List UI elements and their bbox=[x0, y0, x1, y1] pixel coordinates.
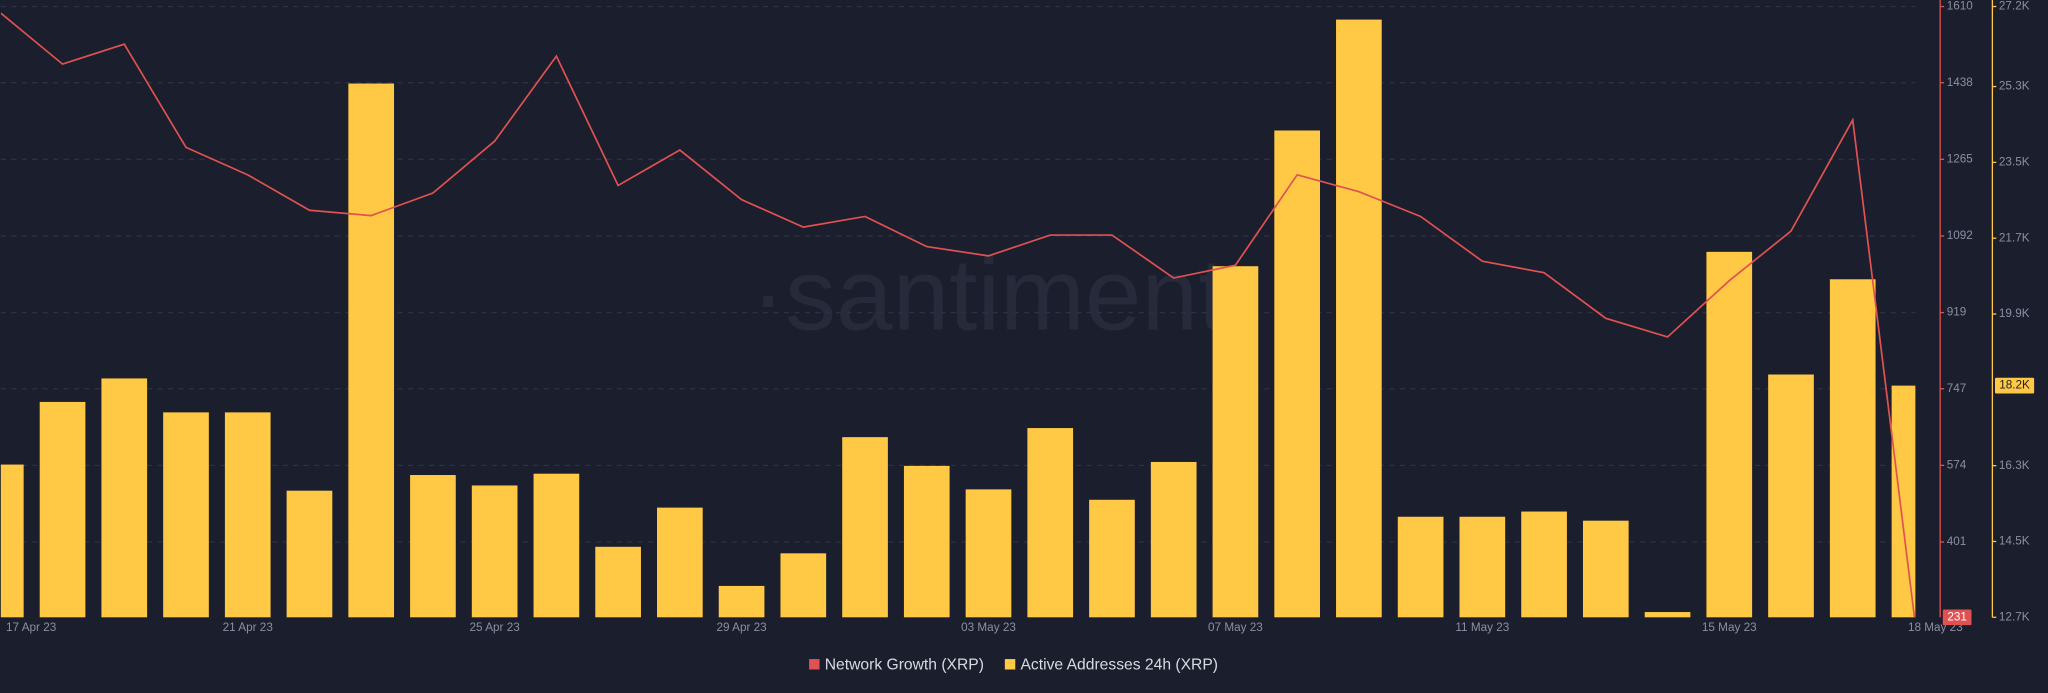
bar bbox=[1397, 516, 1444, 618]
legend-label: Network Growth (XRP) bbox=[825, 657, 984, 674]
bar bbox=[533, 473, 580, 618]
x-tick-label: 17 Apr 23 bbox=[6, 621, 57, 634]
y2-tick-label: 21.7K bbox=[1999, 231, 2030, 244]
x-tick-label: 25 Apr 23 bbox=[470, 621, 521, 634]
watermark: ·santiment· bbox=[751, 238, 1260, 352]
bar bbox=[1274, 130, 1320, 618]
y2-tick-label: 23.5K bbox=[1999, 155, 2030, 168]
bar bbox=[1089, 499, 1135, 618]
bar bbox=[718, 585, 765, 618]
bar bbox=[1521, 511, 1567, 618]
bar bbox=[1027, 428, 1074, 618]
bar bbox=[39, 401, 86, 618]
bar bbox=[1212, 266, 1259, 618]
value-badge bbox=[1942, 609, 1972, 626]
legend-swatch bbox=[1004, 659, 1016, 670]
legend-label: Active Addresses 24h (XRP) bbox=[1020, 657, 1218, 674]
bar bbox=[1150, 461, 1197, 618]
bar bbox=[1829, 279, 1876, 618]
y-tick-label: 1610 bbox=[1947, 0, 1974, 13]
y2-tick-label: 16.3K bbox=[1999, 459, 2030, 472]
bar bbox=[1459, 516, 1506, 618]
bar bbox=[0, 464, 24, 618]
y2-tick-label: 19.9K bbox=[1999, 307, 2030, 320]
bar bbox=[1891, 385, 1916, 618]
line bbox=[0, 12, 1916, 618]
y2-tick-label: 12.7K bbox=[1999, 610, 2030, 623]
value-badge bbox=[1994, 377, 2035, 394]
bar bbox=[780, 553, 827, 618]
y2-tick-label: 25.3K bbox=[1999, 80, 2030, 93]
y-tick-label: 401 bbox=[1947, 535, 1967, 548]
y-tick-label: 1092 bbox=[1947, 229, 1973, 242]
y-tick-label: 1438 bbox=[1947, 76, 1974, 89]
value-label: 18.2K bbox=[1999, 379, 2030, 392]
bar bbox=[224, 412, 271, 618]
bar bbox=[657, 507, 703, 618]
bar bbox=[842, 437, 888, 618]
bar bbox=[410, 475, 456, 618]
bar bbox=[1644, 612, 1691, 618]
y-tick-label: 919 bbox=[1947, 306, 1967, 319]
x-tick-label: 03 May 23 bbox=[961, 621, 1016, 634]
bar bbox=[101, 378, 148, 618]
bar bbox=[595, 546, 641, 618]
bar bbox=[1768, 374, 1814, 618]
x-tick-label: 11 May 23 bbox=[1455, 621, 1509, 634]
x-tick-label: 21 Apr 23 bbox=[223, 621, 274, 634]
y2-tick-label: 14.5K bbox=[1999, 535, 2030, 548]
x-tick-label: 29 Apr 23 bbox=[716, 621, 767, 634]
bar bbox=[471, 485, 518, 618]
bar bbox=[903, 465, 950, 618]
bar bbox=[286, 490, 333, 618]
bar bbox=[1706, 251, 1753, 618]
x-tick-label: 15 May 23 bbox=[1702, 621, 1757, 634]
value-label: 231 bbox=[1947, 610, 1967, 623]
bar bbox=[965, 489, 1012, 618]
bar bbox=[348, 83, 395, 618]
x-tick-label: 07 May 23 bbox=[1208, 621, 1263, 634]
y2-tick-label: 27.2K bbox=[1999, 0, 2030, 13]
bar bbox=[1336, 19, 1382, 618]
bar bbox=[163, 412, 209, 618]
legend-swatch bbox=[809, 659, 820, 670]
bar bbox=[1582, 520, 1629, 618]
y-tick-label: 574 bbox=[1947, 458, 1967, 471]
y-tick-label: 1265 bbox=[1947, 152, 1974, 165]
y-tick-label: 747 bbox=[1947, 382, 1967, 395]
